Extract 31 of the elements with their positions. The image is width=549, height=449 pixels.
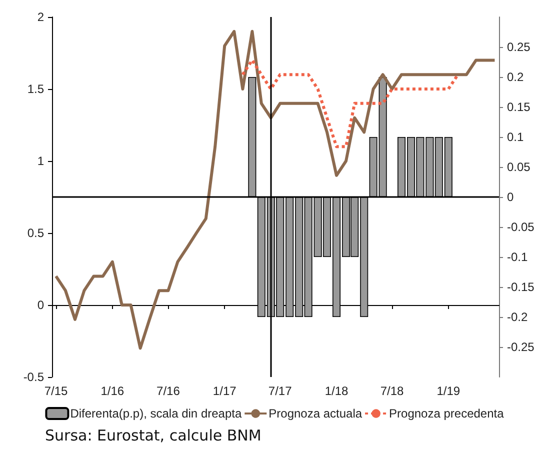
y-tick-label: 1.5 [27,82,44,96]
y-tick-label: 2 [37,10,44,24]
y2-tick-label: -0.05 [507,220,535,234]
y2-tick-label: -0.15 [507,280,535,294]
x-tick-label: 7/15 [44,384,68,398]
line-series [54,30,496,350]
y2-tick-label: 0.15 [507,100,531,114]
x-tick-label: 1/18 [324,384,349,398]
x-tick-label: 1/17 [212,384,237,398]
x-tick-label: 7/17 [268,384,292,398]
y-tick-label: 0 [37,298,44,312]
y2-tick-label: -0.2 [507,310,528,324]
legend-label: Diferenta(p.p), scala din dreapta [70,406,242,420]
x-tick-label: 1/19 [436,384,460,398]
legend-label: Prognoza precedenta [389,406,504,420]
line-series [241,58,460,148]
y2-tick-label: -0.1 [507,250,528,264]
y2-tick-label: 0.25 [507,40,531,54]
y-tick-label: -0.5 [23,370,44,384]
y2-tick-label: 0.05 [507,160,531,174]
legend-label: Prognoza actuala [268,406,362,420]
y-tick-label: 1 [37,154,44,168]
y2-tick-label: 0.2 [507,70,524,84]
y2-tick-label: -0.25 [507,340,535,354]
y2-tick-label: 0 [507,190,514,204]
x-tick-label: 7/18 [380,384,404,398]
y2-tick-label: 0.1 [507,130,524,144]
x-tick-label: 1/16 [100,384,124,398]
y-tick-label: 0.5 [27,226,44,240]
x-tick-label: 7/16 [156,384,180,398]
text: Sursa: Eurostat, calcule BNM [45,426,262,444]
